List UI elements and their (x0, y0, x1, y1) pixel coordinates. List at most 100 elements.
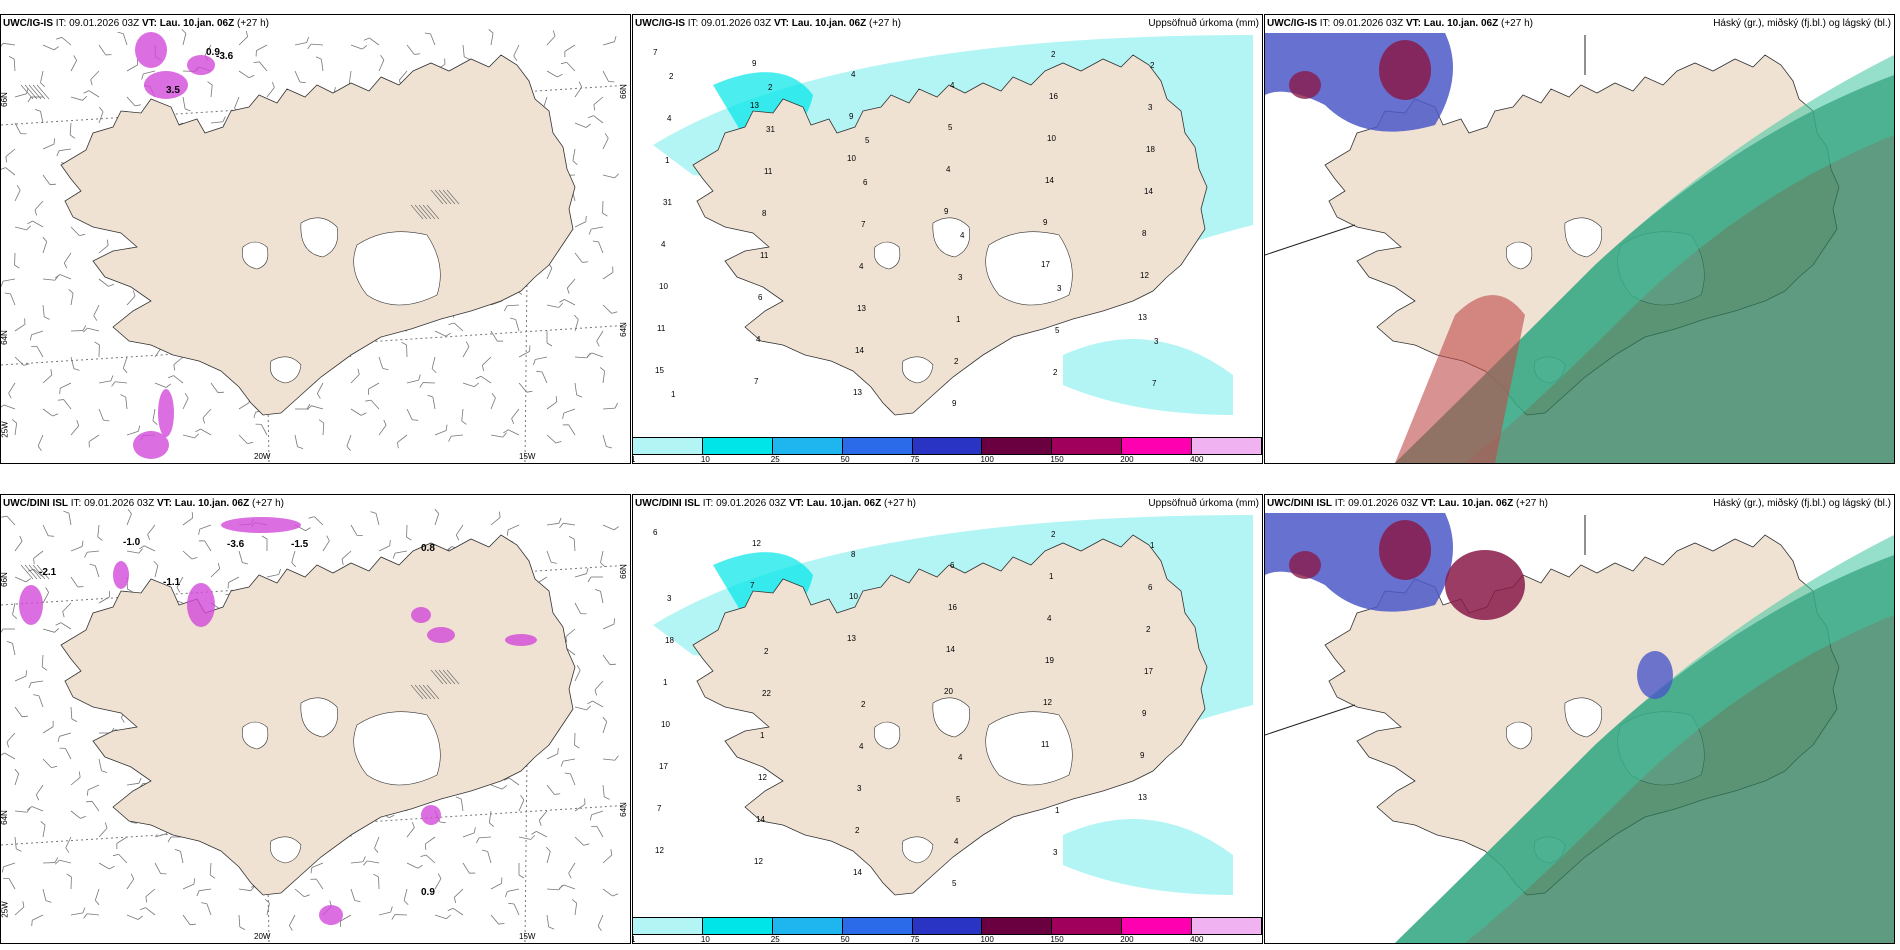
legend-tick-label: 400 (1190, 935, 1204, 944)
precip-amount-label: 9 (752, 59, 757, 68)
hatch-line (418, 684, 432, 700)
lon-20w-label: 20W (254, 452, 271, 461)
wind-barb (602, 200, 608, 217)
wind-barb (368, 382, 380, 395)
wind-barb (42, 369, 53, 384)
cloud-map (1265, 15, 1894, 463)
wind-panel-top: UWC/IG-IS IT: 09.01.2026 03Z VT: Lau. 10… (0, 14, 631, 464)
legend-tick-label: 25 (770, 455, 780, 464)
wind-barb (68, 289, 74, 306)
wind-barb (182, 433, 200, 439)
wind-barb (83, 913, 100, 919)
wind-barb (350, 408, 367, 416)
precip-amount-label: 4 (950, 81, 955, 90)
wind-barb (1, 404, 16, 410)
glacier (902, 836, 934, 864)
wind-barb (490, 330, 504, 342)
latitude-line (1, 84, 630, 126)
wind-barb (14, 535, 23, 552)
wind-barb (70, 810, 87, 819)
high-cloud-core (1379, 40, 1431, 100)
legend-swatch (912, 918, 983, 934)
wind-barb (291, 550, 296, 568)
wind-barb (513, 44, 520, 61)
wind-barb (462, 382, 480, 388)
precip-amount-label: 4 (667, 114, 672, 123)
wind-barb (126, 777, 142, 786)
wind-barb (93, 304, 100, 321)
legend-swatch (702, 438, 773, 454)
wind-barb (6, 640, 16, 656)
wind-barb (546, 784, 561, 795)
cloud-title: Háský (gr.), miðský (fj.bl.) og lágský (… (1713, 498, 1891, 509)
hatch-line (422, 204, 436, 220)
wind-barb (126, 508, 132, 526)
wind-barb (294, 70, 306, 84)
wind-panel-bottom: UWC/DINI ISL IT: 09.01.2026 03Z VT: Lau.… (0, 494, 631, 944)
precip-amount-label: 17 (1041, 260, 1050, 269)
wind-barb (490, 432, 507, 438)
wind-barb (406, 374, 421, 384)
precip-amount-label: 9 (1140, 751, 1145, 760)
wind-barb (462, 827, 476, 838)
wind-barb (602, 618, 616, 630)
wind-barb (40, 70, 46, 88)
panel-header: UWC/DINI ISL IT: 09.01.2026 03Z VT: Lau.… (635, 498, 916, 509)
wind-barb (475, 375, 492, 384)
precip-amount-label: 19 (1045, 656, 1054, 665)
wind-barb (14, 318, 26, 332)
wind-barb (198, 524, 212, 535)
wind-barb (431, 356, 437, 374)
precip-amount-label: 3 (958, 273, 963, 282)
legend-tick-label: 1 (633, 455, 635, 463)
wind-barb (546, 884, 563, 891)
precip-amount-label: 2 (1150, 61, 1155, 70)
wind-barb (57, 732, 72, 743)
wind-barb (434, 424, 448, 436)
lon-15w-label: 15W (519, 932, 536, 941)
precip-amount-label: 8 (1142, 229, 1147, 238)
wind-barb (34, 108, 44, 124)
glacier (270, 836, 302, 864)
legend-swatch (1122, 918, 1193, 934)
precip-amount-label: 17 (659, 762, 668, 771)
wind-barb (42, 44, 59, 51)
wind-barb (1, 167, 16, 176)
wind-barb (504, 304, 520, 312)
precip-amount-label: 10 (661, 720, 670, 729)
precip-amount-label: 2 (764, 647, 769, 656)
wind-barb (182, 550, 198, 560)
wind-barb (363, 37, 380, 46)
wind-barb (182, 96, 191, 112)
lat-66n-right-label: 66N (618, 564, 628, 579)
wind-barb (89, 563, 100, 578)
wind-barb (167, 375, 184, 384)
legend-swatch (1052, 918, 1123, 934)
wind-barb (518, 863, 525, 879)
high-cloud-area (1637, 651, 1673, 699)
wind-barb (182, 393, 189, 410)
wind-barb (70, 907, 86, 916)
latitude-line (1, 324, 630, 366)
wind-barb (574, 705, 592, 711)
wind-barb (346, 434, 352, 452)
wind-barb (98, 375, 114, 384)
precip-blob (187, 583, 215, 627)
wind-barb (141, 70, 156, 80)
precip-panel-top: UWC/IG-IS IT: 09.01.2026 03Z VT: Lau. 10… (632, 14, 1263, 464)
precip-amount-label: 3 (1154, 337, 1159, 346)
precip-amount-label: 10 (1047, 134, 1056, 143)
wind-barb (42, 857, 59, 864)
lon-15w-label: 15W (519, 452, 536, 461)
wind-barb (420, 854, 436, 864)
wind-barb (70, 356, 80, 371)
hatch-line (414, 204, 428, 220)
wind-barb (202, 408, 212, 424)
precip-amount-label: 2 (1051, 50, 1056, 59)
precip-amount-label: 18 (665, 636, 674, 645)
glacier (874, 241, 901, 270)
wind-barb (42, 524, 55, 537)
hatch-line (20, 564, 34, 580)
precip-amount-label: 14 (1045, 176, 1054, 185)
wind-barb (66, 873, 72, 890)
